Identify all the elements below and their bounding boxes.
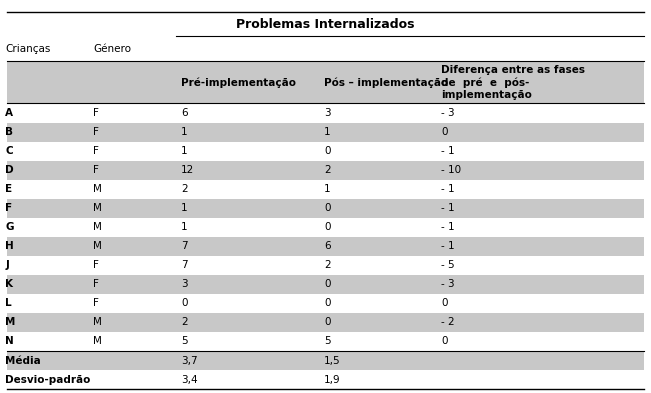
- Bar: [7, 61, 644, 103]
- Text: 0: 0: [324, 146, 331, 156]
- Bar: [7, 237, 644, 256]
- Bar: [7, 141, 644, 161]
- Text: - 5: - 5: [441, 260, 455, 270]
- Text: E: E: [5, 184, 12, 194]
- Text: 1: 1: [324, 127, 331, 137]
- Text: 1: 1: [324, 184, 331, 194]
- Text: 6: 6: [181, 108, 187, 118]
- Text: F: F: [93, 127, 99, 137]
- Bar: [7, 294, 644, 313]
- Text: A: A: [5, 108, 13, 118]
- Text: 1: 1: [181, 203, 187, 213]
- Text: Crianças: Crianças: [5, 44, 51, 54]
- Text: M: M: [93, 203, 102, 213]
- Text: K: K: [5, 279, 13, 289]
- Text: Diferença entre as fases
de  pré  e  pós-
implementação: Diferença entre as fases de pré e pós- i…: [441, 64, 585, 100]
- Bar: [7, 332, 644, 351]
- Text: Pré-implementação: Pré-implementação: [181, 77, 296, 88]
- Text: 0: 0: [441, 336, 448, 347]
- Text: 2: 2: [324, 165, 331, 175]
- Bar: [7, 218, 644, 237]
- Text: 7: 7: [181, 241, 187, 251]
- Text: B: B: [5, 127, 13, 137]
- Text: 3: 3: [181, 279, 187, 289]
- Text: - 3: - 3: [441, 108, 455, 118]
- Text: L: L: [5, 298, 12, 309]
- Bar: [7, 370, 644, 389]
- Text: Género: Género: [93, 44, 131, 54]
- Text: M: M: [93, 222, 102, 232]
- Text: 3: 3: [324, 108, 331, 118]
- Text: 0: 0: [324, 279, 331, 289]
- Text: 0: 0: [441, 298, 448, 309]
- Text: 3,4: 3,4: [181, 375, 198, 384]
- Text: 5: 5: [181, 336, 187, 347]
- Text: F: F: [93, 165, 99, 175]
- Bar: [7, 123, 644, 141]
- Text: 0: 0: [324, 318, 331, 327]
- Text: M: M: [5, 318, 16, 327]
- Text: 0: 0: [324, 222, 331, 232]
- Text: F: F: [5, 203, 12, 213]
- Text: 2: 2: [181, 318, 187, 327]
- Text: - 10: - 10: [441, 165, 462, 175]
- Text: M: M: [93, 336, 102, 347]
- Text: 3,7: 3,7: [181, 356, 198, 365]
- Bar: [7, 199, 644, 218]
- Text: - 2: - 2: [441, 318, 455, 327]
- Bar: [7, 103, 644, 123]
- Text: F: F: [93, 146, 99, 156]
- Bar: [7, 161, 644, 180]
- Text: D: D: [5, 165, 14, 175]
- Text: G: G: [5, 222, 14, 232]
- Bar: [7, 351, 644, 370]
- Text: 2: 2: [324, 260, 331, 270]
- Text: N: N: [5, 336, 14, 347]
- Text: F: F: [93, 108, 99, 118]
- Text: - 1: - 1: [441, 222, 455, 232]
- Text: Média: Média: [5, 356, 41, 365]
- Bar: [7, 275, 644, 294]
- Text: 2: 2: [181, 184, 187, 194]
- Text: 1,9: 1,9: [324, 375, 341, 384]
- Text: 0: 0: [324, 203, 331, 213]
- Text: M: M: [93, 241, 102, 251]
- Text: 6: 6: [324, 241, 331, 251]
- Text: M: M: [93, 184, 102, 194]
- Text: Desvio-padrão: Desvio-padrão: [5, 375, 90, 384]
- Text: 1: 1: [181, 146, 187, 156]
- Bar: [7, 256, 644, 275]
- Text: 5: 5: [324, 336, 331, 347]
- Text: 0: 0: [181, 298, 187, 309]
- Text: - 1: - 1: [441, 203, 455, 213]
- Text: 0: 0: [324, 298, 331, 309]
- Bar: [7, 180, 644, 199]
- Text: 1: 1: [181, 127, 187, 137]
- Text: F: F: [93, 279, 99, 289]
- Text: Pós – implementação: Pós – implementação: [324, 77, 449, 88]
- Text: 12: 12: [181, 165, 194, 175]
- Text: - 1: - 1: [441, 241, 455, 251]
- Text: F: F: [93, 298, 99, 309]
- Text: - 1: - 1: [441, 184, 455, 194]
- Text: 1: 1: [181, 222, 187, 232]
- Text: C: C: [5, 146, 13, 156]
- Text: Problemas Internalizados: Problemas Internalizados: [236, 18, 415, 31]
- Text: 7: 7: [181, 260, 187, 270]
- Text: - 1: - 1: [441, 146, 455, 156]
- Bar: [7, 313, 644, 332]
- Text: 0: 0: [441, 127, 448, 137]
- Text: H: H: [5, 241, 14, 251]
- Text: F: F: [93, 260, 99, 270]
- Text: M: M: [93, 318, 102, 327]
- Text: 1,5: 1,5: [324, 356, 341, 365]
- Text: J: J: [5, 260, 9, 270]
- Text: - 3: - 3: [441, 279, 455, 289]
